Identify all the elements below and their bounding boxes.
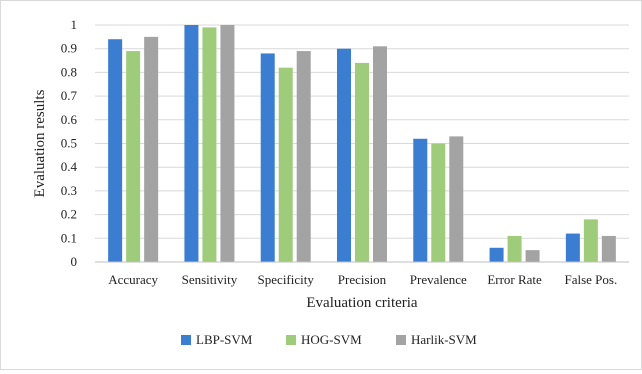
- bar-harlik-svm-3: [373, 46, 387, 262]
- x-tick-label: Error Rate: [487, 272, 542, 287]
- y-tick-label: 0.1: [61, 230, 77, 245]
- legend-swatch: [181, 335, 191, 345]
- bar-lbp-svm-0: [108, 39, 123, 262]
- y-axis-title: Evaluation results: [32, 89, 48, 197]
- legend-label: Harlik-SVM: [411, 332, 477, 347]
- bar-harlik-svm-5: [525, 250, 540, 262]
- y-tick-label: 0.3: [61, 183, 77, 198]
- y-tick-label: 0.6: [61, 112, 78, 127]
- y-tick-labels: 0 0.1 0.2 0.3 0.4 0.5 0.6 0.7 0.8 0.9 1: [61, 17, 78, 269]
- bar-harlik-svm-0: [144, 36, 159, 262]
- bar-lbp-svm-3: [337, 48, 351, 263]
- x-tick-label: Specificity: [258, 272, 315, 287]
- bar-hog-svm-5: [507, 235, 522, 262]
- bar-harlik-svm-1: [220, 25, 235, 262]
- y-tick-label: 0.7: [61, 88, 78, 103]
- y-tick-label: 1: [71, 17, 78, 32]
- bar-hog-svm-6: [583, 219, 598, 262]
- bar-lbp-svm-1: [184, 25, 199, 262]
- bar-lbp-svm-2: [260, 53, 275, 262]
- x-tick-label: Precision: [338, 272, 387, 287]
- y-tick-label: 0.2: [61, 207, 77, 222]
- y-tick-label: 0.4: [61, 159, 78, 174]
- bar-hog-svm-1: [202, 27, 217, 263]
- legend-swatch: [286, 335, 296, 345]
- bar-hog-svm-0: [126, 51, 141, 262]
- bar-hog-svm-3: [355, 62, 369, 262]
- bar-harlik-svm-2: [296, 51, 311, 262]
- bar-hog-svm-4: [431, 143, 446, 262]
- x-tick-labels: Accuracy Sensitivity Specificity Precision P…: [108, 272, 617, 287]
- y-tick-label: 0: [71, 254, 78, 269]
- x-tick-label: False Pos.: [564, 272, 617, 287]
- legend-label: LBP-SVM: [196, 332, 253, 347]
- y-tick-label: 0.8: [61, 64, 77, 79]
- x-tick-label: Sensitivity: [182, 272, 238, 287]
- bar-lbp-svm-6: [565, 233, 580, 262]
- bar-hog-svm-2: [278, 67, 293, 262]
- bars: [108, 25, 616, 263]
- legend-label: HOG-SVM: [301, 332, 362, 347]
- y-tick-label: 0.5: [61, 136, 77, 151]
- bar-lbp-svm-4: [413, 138, 428, 262]
- legend: LBP-SVM HOG-SVM Harlik-SVM: [181, 332, 477, 347]
- x-axis-title: Evaluation criteria: [306, 295, 418, 311]
- bar-harlik-svm-6: [601, 235, 616, 262]
- x-tick-label: Prevalence: [410, 272, 467, 287]
- bar-lbp-svm-5: [489, 247, 504, 262]
- bar-harlik-svm-4: [449, 136, 464, 262]
- x-tick-label: Accuracy: [108, 272, 158, 287]
- y-tick-label: 0.9: [61, 41, 77, 56]
- legend-swatch: [396, 335, 406, 345]
